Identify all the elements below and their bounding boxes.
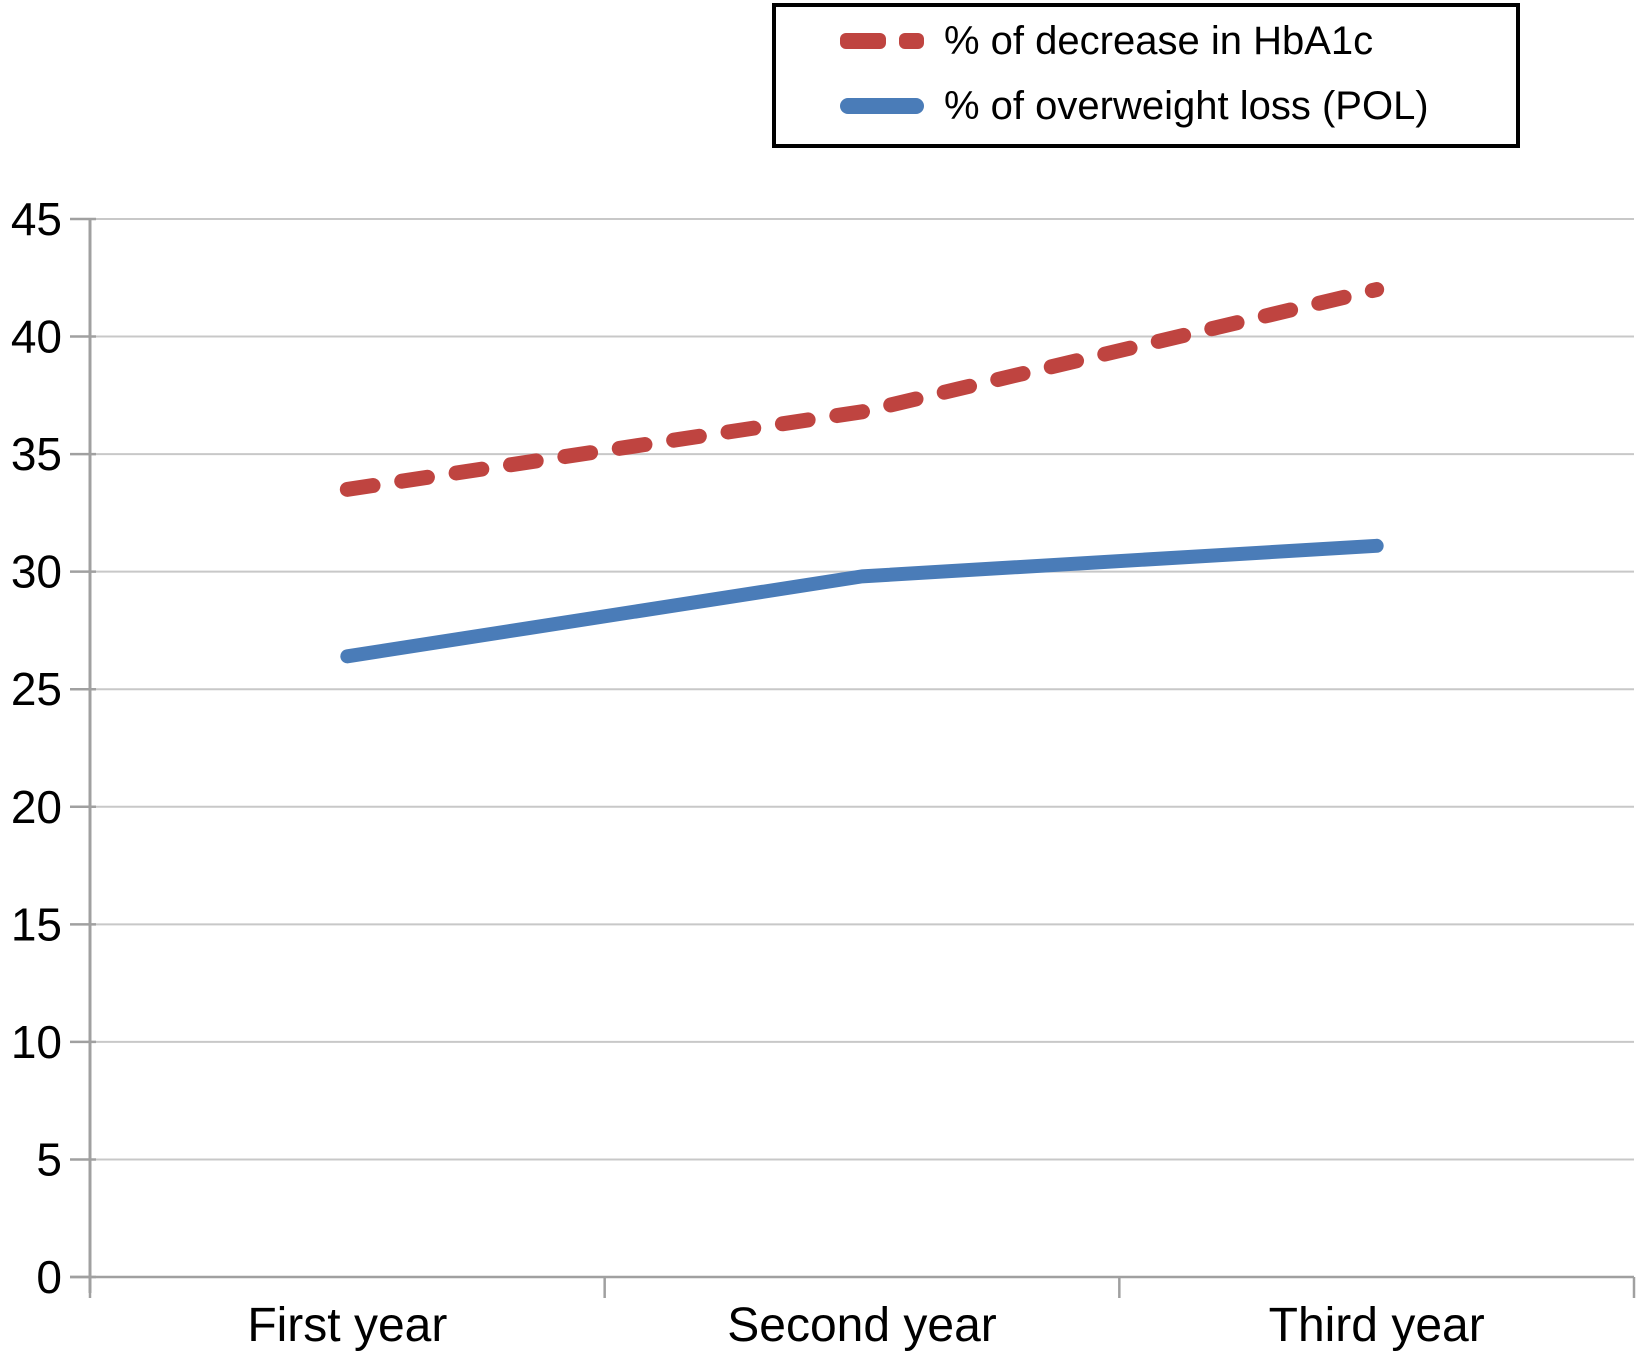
x-axis-category-label: Third year bbox=[1269, 1299, 1485, 1352]
dashed-line-icon bbox=[840, 33, 924, 49]
y-axis-tick-label: 10 bbox=[11, 1016, 62, 1068]
y-axis-tick-label: 5 bbox=[36, 1133, 62, 1185]
legend-label-hba1c: % of decrease in HbA1c bbox=[944, 18, 1374, 63]
legend-item-pol: % of overweight loss (POL) bbox=[840, 80, 1506, 132]
x-axis-category-label: Second year bbox=[727, 1299, 997, 1352]
series-line-hba1c bbox=[339, 282, 1385, 497]
y-axis-tick-label: 35 bbox=[11, 428, 62, 480]
y-axis-tick-label: 20 bbox=[11, 781, 62, 833]
y-axis-tick-label: 30 bbox=[11, 546, 62, 598]
x-axis-category-label: First year bbox=[247, 1299, 447, 1352]
solid-line-icon bbox=[840, 98, 924, 114]
legend-item-hba1c: % of decrease in HbA1c bbox=[840, 15, 1506, 67]
y-axis-tick-label: 45 bbox=[11, 193, 62, 245]
y-axis-tick-label: 40 bbox=[11, 311, 62, 363]
legend-label-pol: % of overweight loss (POL) bbox=[944, 83, 1429, 128]
legend: % of decrease in HbA1c % of overweight l… bbox=[772, 3, 1520, 148]
y-axis-tick-label: 25 bbox=[11, 663, 62, 715]
y-axis-tick-label: 0 bbox=[36, 1251, 62, 1303]
series-line-pol bbox=[340, 538, 1384, 664]
y-axis-tick-label: 15 bbox=[11, 898, 62, 950]
